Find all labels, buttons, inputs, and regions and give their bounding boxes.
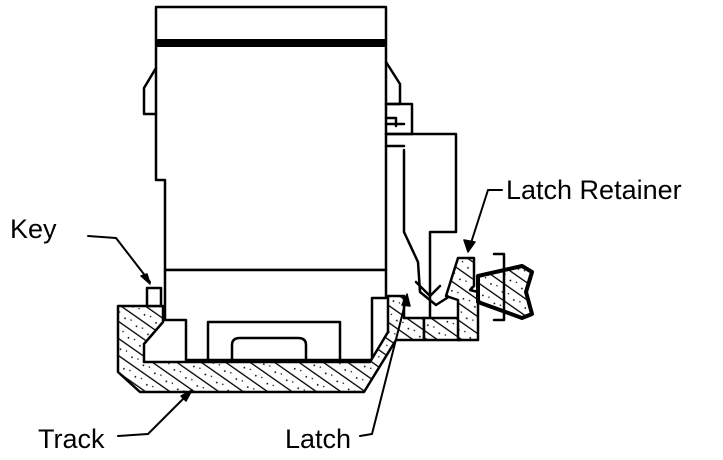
retainer-arrow [463,239,476,253]
latch-leader [359,299,407,437]
key-arrow [140,273,151,285]
key [145,286,163,308]
module-right-flange [384,60,402,106]
latch-arm-inner [384,116,406,148]
side-housing [384,132,458,320]
retainer-leader [469,189,503,247]
track-leader [117,391,191,437]
module-top-band [157,39,386,47]
key-leader [87,235,151,283]
label-key: Key [10,214,57,244]
label-latch: Latch [285,424,352,454]
label-track: Track [38,424,105,454]
latch-hook [414,280,442,298]
latch-retainer [444,256,480,342]
module-connector [206,320,342,362]
retainer-pin [492,252,506,322]
track-arrow [180,389,193,402]
module-connector-inner [230,336,308,362]
track-extension [422,316,462,342]
track [116,294,426,394]
latch-arrow [401,293,411,307]
label-latch-retainer: Latch Retainer [506,175,682,205]
latch-arm [402,148,452,307]
module-left-flange [142,66,158,116]
module-lower-block [163,268,388,362]
